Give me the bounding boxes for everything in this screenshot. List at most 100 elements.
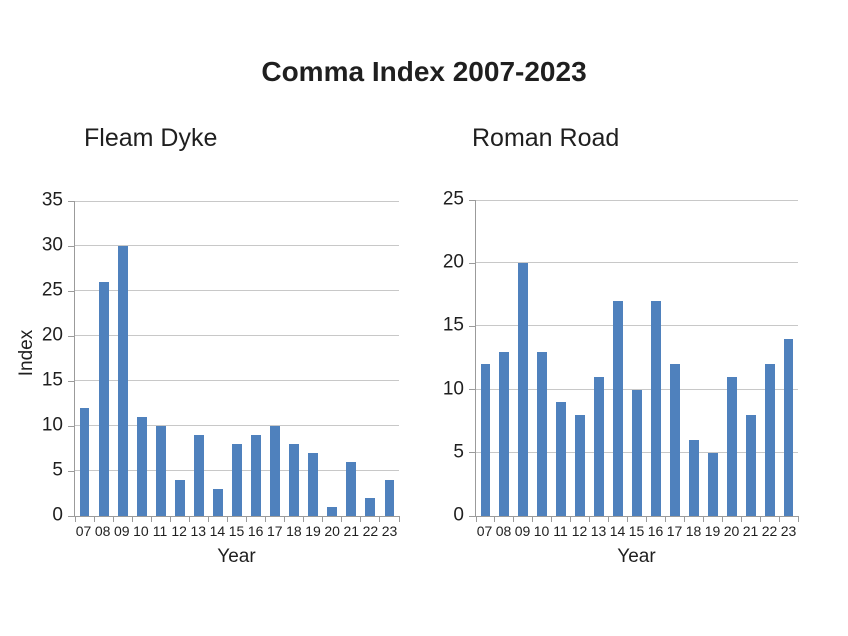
x-tick-label: 08 <box>495 523 512 539</box>
x-tick-mark <box>627 516 629 522</box>
x-tick-label: 20 <box>723 523 740 539</box>
bar <box>480 364 491 516</box>
gridline <box>75 245 399 246</box>
y-tick-mark <box>68 380 75 382</box>
x-tick-label: 20 <box>324 523 340 539</box>
x-tick-mark <box>265 516 267 522</box>
x-tick-mark <box>664 516 666 522</box>
y-tick-mark <box>68 470 75 472</box>
y-tick-mark <box>68 335 75 337</box>
bar <box>726 376 737 516</box>
gridline <box>476 325 798 327</box>
x-tick-mark <box>246 516 248 522</box>
x-tick-label: 18 <box>286 523 302 539</box>
x-tick-label: 21 <box>343 523 360 539</box>
x-tick-label: 17 <box>666 523 683 539</box>
bar <box>136 417 147 516</box>
bar <box>289 444 300 516</box>
bar <box>575 414 586 516</box>
y-tick-mark <box>469 200 476 201</box>
x-tick-mark <box>379 516 381 522</box>
y-tick-label: 0 <box>52 504 63 526</box>
x-tick-label: 23 <box>381 523 398 539</box>
x-tick-mark <box>93 516 95 522</box>
x-tick-mark <box>322 516 324 522</box>
bar <box>308 453 319 516</box>
x-tick-mark <box>398 516 400 522</box>
bar <box>594 376 605 516</box>
gridline <box>476 200 798 201</box>
x-axis-labels: 07 08 09 10 11 12 13 14 15 16 17 18 19 20 21 22 23 <box>74 523 399 539</box>
x-tick-mark <box>570 516 572 522</box>
x-tick-label: 16 <box>647 523 664 539</box>
y-tick-mark <box>68 245 75 247</box>
gridline <box>476 262 798 264</box>
bar <box>537 351 548 516</box>
bar <box>632 389 642 516</box>
bar <box>98 282 109 516</box>
x-tick-label: 18 <box>685 523 702 539</box>
y-tick-mark <box>68 201 75 202</box>
y-tick-label: 15 <box>442 314 464 336</box>
bar <box>518 263 529 516</box>
y-tick-mark <box>68 425 75 427</box>
y-tick-label: 20 <box>442 251 464 273</box>
x-tick-label: 22 <box>761 523 778 539</box>
x-tick-mark <box>702 516 704 522</box>
y-tick-label: 15 <box>41 369 63 391</box>
x-tick-mark <box>475 516 477 522</box>
x-tick-label: 16 <box>247 523 264 539</box>
fleam-dyke-chart: 0 5 10 15 20 25 30 35 Index 07 08 09 10 11 12 13 14 15 1… <box>16 190 400 567</box>
x-tick-label: 19 <box>305 523 321 539</box>
x-axis-title: Year <box>217 546 256 567</box>
roman-road-chart-title: Roman Road <box>472 124 620 152</box>
x-tick-label: 14 <box>609 523 626 539</box>
bar <box>384 480 395 516</box>
bar <box>270 426 281 516</box>
bar <box>174 480 185 516</box>
x-tick-label: 17 <box>267 523 283 539</box>
bar <box>745 414 756 516</box>
chart-main-title: Comma Index 2007-2023 <box>261 56 587 87</box>
x-tick-label: 22 <box>362 523 379 539</box>
y-tick-label: 5 <box>52 459 63 481</box>
x-tick-label: 21 <box>742 523 759 539</box>
bar <box>365 498 376 516</box>
bar <box>79 408 90 516</box>
bar <box>556 402 567 516</box>
x-tick-label: 15 <box>628 523 645 539</box>
x-tick-mark <box>150 516 152 522</box>
plot-area: 0 5 10 15 20 25 30 35 <box>42 190 400 526</box>
x-tick-mark <box>551 516 553 522</box>
y-tick-mark <box>469 262 476 264</box>
bar <box>193 435 204 516</box>
y-tick-label: 20 <box>41 324 63 346</box>
bar <box>764 364 775 516</box>
y-tick-label: 10 <box>442 378 464 400</box>
x-tick-label: 10 <box>533 523 550 539</box>
gridline <box>75 201 399 202</box>
y-tick-label: 0 <box>453 504 464 526</box>
x-axis-labels: 07 08 09 10 11 12 13 14 15 16 17 18 19 20 21 22 23 <box>475 523 798 539</box>
bar <box>212 489 223 516</box>
x-tick-label: 23 <box>780 523 797 539</box>
x-tick-label: 07 <box>75 523 92 539</box>
x-tick-mark <box>645 516 647 522</box>
bar <box>346 462 357 516</box>
x-tick-mark <box>759 516 761 522</box>
x-tick-label: 08 <box>94 523 111 539</box>
x-tick-mark <box>131 516 133 522</box>
x-tick-mark <box>341 516 343 522</box>
bar <box>499 351 510 516</box>
bar <box>117 246 128 516</box>
x-tick-label: 11 <box>152 523 168 539</box>
y-tick-label: 25 <box>442 188 464 210</box>
x-tick-mark <box>740 516 742 522</box>
bar <box>327 507 338 516</box>
x-tick-mark <box>721 516 723 522</box>
bar <box>251 435 261 516</box>
x-tick-label: 15 <box>228 523 245 539</box>
bar <box>707 452 718 516</box>
x-tick-label: 10 <box>133 523 149 539</box>
